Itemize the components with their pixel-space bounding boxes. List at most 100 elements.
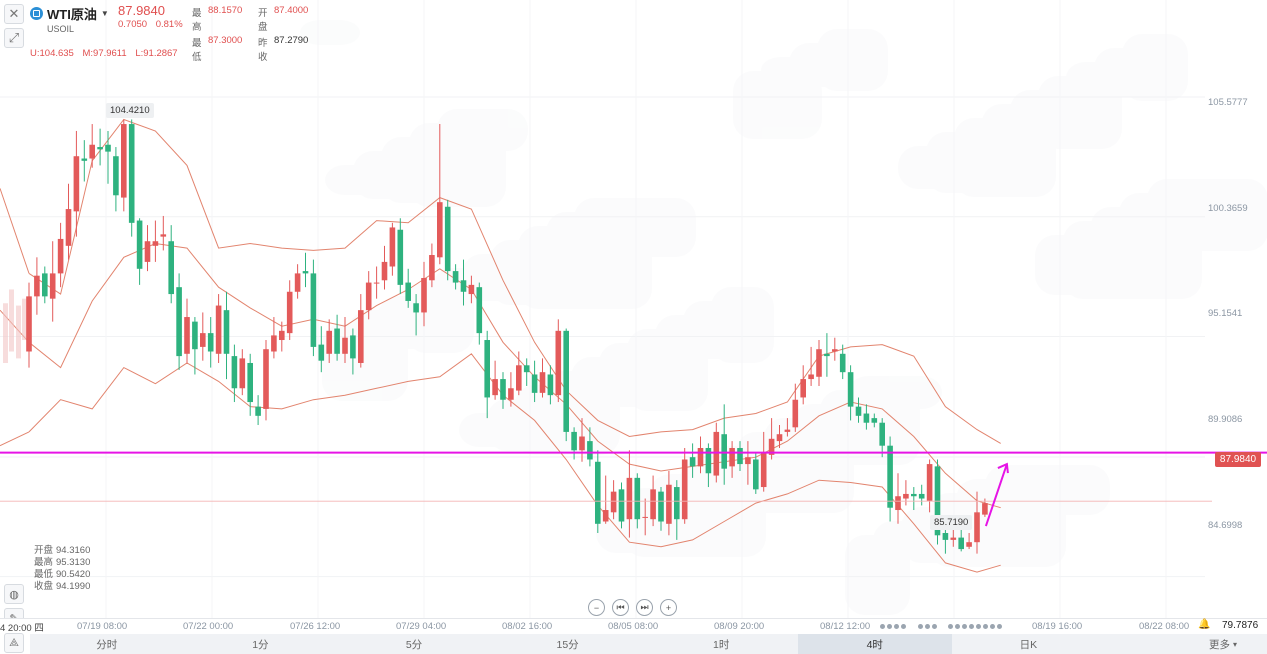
high-price-marker: 104.4210 [106,103,154,118]
tab-timeshare[interactable]: 分时 [96,638,118,651]
candle-body [413,303,419,313]
bollinger-upper-tail [0,188,30,274]
time-tick: 08/09 20:00 [714,621,765,632]
candle-body [42,273,48,297]
tab-1min[interactable]: 1分 [252,638,269,651]
close-icon[interactable]: ✕ [4,4,24,24]
hover-low-label: 最低 [34,569,54,580]
map-blob [1119,193,1246,247]
candle-body [847,372,854,407]
bollinger-lower-line [28,353,1001,573]
candle-body [358,310,364,363]
candle-body [421,277,427,313]
tab-1hour[interactable]: 1时 [713,638,730,651]
skip-back-icon[interactable]: ⏮ [612,599,629,616]
candle-body [302,271,309,274]
candle-body [855,406,862,416]
time-tick: 07/26 12:00 [290,621,341,632]
tab-15min[interactable]: 15分 [556,638,579,651]
map-blob [789,43,866,87]
price-tick: 100.3659 [1208,203,1248,214]
skip-forward-icon[interactable]: ⏭ [636,599,653,616]
map-blob [300,20,360,45]
candle-body [745,457,751,465]
candle-body [279,330,285,341]
chart-area[interactable] [0,0,1267,618]
map-blob [1122,34,1188,101]
hover-high-label: 最高 [34,557,54,568]
candle-body [136,220,143,269]
map-blob [1091,207,1224,243]
background-map [300,20,1267,615]
candle-body [200,333,206,347]
map-blob [437,109,528,151]
candle-body [942,532,949,540]
ohlc-summary: 最高 88.1570 开盘 87.4000 最低 87.3000 昨收 87.2… [192,5,324,63]
zoom-in-icon[interactable]: + [660,599,677,616]
event-markers[interactable] [880,624,906,629]
candle-body [926,464,933,501]
time-tick: 07/29 04:00 [396,621,447,632]
map-blob [873,521,1022,559]
candle-body [523,365,530,373]
candle-body [326,330,332,354]
candle-body [958,537,964,550]
symbol-header[interactable]: WTI原油 ▼ USOIL [30,4,109,34]
candle-body [444,206,451,272]
map-blob [982,104,1078,141]
candle-body [784,429,791,432]
tab-more[interactable]: 更多 [1105,634,1267,654]
candle-body [911,493,917,497]
tab-4hour[interactable]: 4时 [797,634,952,654]
map-blob [546,212,674,253]
candle-body [239,358,246,389]
period-tabs: 分时 1分 5分 15分 1时 4时 日K 更多 [30,634,1267,654]
chart-type-icon[interactable]: ⟁ [4,633,24,653]
candle-body [982,503,988,515]
price-tick: 84.6998 [1208,520,1243,531]
candle-body [397,229,404,285]
map-blob [1147,179,1267,251]
candle-body [792,399,799,428]
candlestick-chart[interactable] [0,0,1267,618]
open-label: 开盘 [258,8,268,33]
open-value: 87.4000 [274,5,309,16]
candle-body [65,209,72,246]
chevron-down-icon[interactable]: ▼ [100,9,109,18]
price-change: 0.7050 [118,19,148,30]
candle-body [105,144,111,152]
candle-body [231,356,238,389]
event-markers[interactable] [948,624,1002,629]
candle-body [73,156,80,212]
map-blob [571,357,664,403]
tab-daily[interactable]: 日K [1019,638,1038,651]
candle-body [460,280,467,292]
candle-body [689,457,696,467]
time-tick: 08/12 12:00 [820,621,871,632]
candle-body [602,510,609,522]
candle-body [255,406,261,416]
indicator-icon[interactable]: ◍ [4,584,24,604]
last-price: 87.9840 [118,3,165,18]
candle-body [437,202,443,258]
candle-body [168,241,174,295]
candle-body [587,441,593,460]
map-blob [381,137,484,203]
symbol-name[interactable]: WTI原油 [47,7,97,22]
event-markers[interactable] [918,624,937,629]
chart-nav-controls: − ⏮ ⏭ + [588,599,677,616]
tab-5min[interactable]: 5分 [405,638,423,651]
boll-lower: L:91.2867 [135,48,178,59]
candle-body [294,273,301,292]
zoom-out-icon[interactable]: − [588,599,605,616]
prev-close-label: 昨收 [258,38,268,63]
candle-body [26,296,32,352]
time-tick: 08/02 16:00 [502,621,553,632]
map-blob [817,29,888,91]
time-tick: 08/19 16:00 [1032,621,1083,632]
candle-body [263,349,269,409]
candle-body [271,335,277,352]
bell-icon[interactable]: 🔔 [1198,619,1211,630]
pencil-icon[interactable]: ⤢ [4,28,24,48]
candle-body [531,374,538,393]
